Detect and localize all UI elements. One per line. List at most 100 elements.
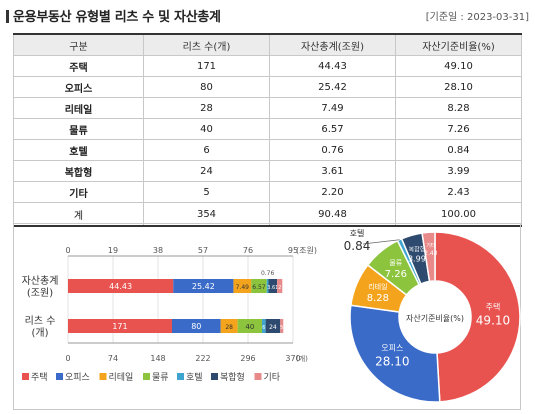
bar-value-label: 0.76 <box>261 270 275 277</box>
donut-slice-name: 리테일 <box>368 282 387 291</box>
bar-segment <box>265 319 281 333</box>
donut-center-label: 자산기준비율(%) <box>406 313 464 323</box>
top-tick-label: 95 <box>288 246 298 255</box>
donut-slice <box>434 231 521 403</box>
bar-segment <box>261 319 266 333</box>
table-header-row: 구분 리츠 수(개) 자산총계(조원) 자산기준비율(%) <box>13 33 522 56</box>
bar-row-unit-label: (개) <box>31 327 48 339</box>
legend-label: 호텔 <box>186 371 203 383</box>
donut-leader-line <box>362 239 400 245</box>
page-header: 운용부동산 유형별 리츠 수 및 자산총계 [기준일 : 2023-03-31] <box>6 6 529 26</box>
bar-row-unit-label: (조원) <box>27 287 53 299</box>
top-axis-unit: (조원) <box>296 246 317 255</box>
donut-slice-name: 기타 <box>426 242 436 249</box>
bar-value-label: 6 <box>262 325 265 331</box>
donut-slice-value: 0.84 <box>344 239 371 253</box>
legend-swatch <box>56 373 63 380</box>
title-marker <box>6 10 9 23</box>
legend-label: 기타 <box>264 372 281 383</box>
row-ratio: 100.00 <box>395 202 522 227</box>
row-category: 계 <box>13 202 144 227</box>
row-assets: 90.48 <box>269 202 396 227</box>
bar-segment <box>268 279 278 293</box>
bar-value-label: 171 <box>112 322 127 331</box>
bar-segment <box>237 319 262 333</box>
bottom-tick-label: 0 <box>65 354 70 363</box>
bar-segment <box>173 279 234 293</box>
top-tick-label: 38 <box>153 246 163 255</box>
bottom-tick-label: 296 <box>240 354 255 363</box>
page-title: 운용부동산 유형별 리츠 수 및 자산총계 <box>6 6 221 25</box>
table-row: 호텔 6 0.76 0.84 <box>13 139 522 161</box>
donut-slice-name: 복합형 <box>409 246 426 254</box>
bar-segment <box>277 279 283 293</box>
donut-slice-name: 물류 <box>389 259 402 267</box>
header-assets: 자산총계(조원) <box>269 33 396 56</box>
top-tick-label: 0 <box>65 246 70 255</box>
bar-segment <box>171 319 221 333</box>
reits-table: 구분 리츠 수(개) 자산총계(조원) 자산기준비율(%) 주택 171 44.43… <box>13 33 522 227</box>
donut-slice <box>349 304 441 403</box>
table-row: 주택 171 44.43 49.10 <box>13 55 522 77</box>
bar-value-label: 80 <box>191 322 201 331</box>
bar-value-label: 5 <box>280 325 283 331</box>
row-ratio: 2.43 <box>395 181 522 203</box>
bar-segment <box>233 279 252 293</box>
donut-slice-value: 2.43 <box>424 250 438 257</box>
donut-slice-name: 호텔 <box>350 229 365 238</box>
bar-value-label: 6.57 <box>252 284 266 291</box>
bar-segment <box>251 279 267 293</box>
bottom-tick-label: 148 <box>150 354 165 363</box>
bar-value-label: 28 <box>225 324 233 331</box>
donut-slice-name: 오피스 <box>381 343 403 352</box>
top-tick-label: 76 <box>243 246 253 255</box>
legend-swatch <box>177 373 184 380</box>
bar-segment <box>68 319 172 333</box>
bar-value-label: 2 <box>278 285 281 291</box>
table-row: 복합형 24 3.61 3.99 <box>13 160 522 182</box>
donut-slice <box>421 231 436 283</box>
bar-value-label: 40 <box>245 323 254 331</box>
reference-date: [기준일 : 2023-03-31] <box>425 12 529 23</box>
bottom-tick-label: 74 <box>108 354 118 363</box>
legend-label: 오피스 <box>65 372 90 383</box>
bottom-axis-unit: (개) <box>296 354 308 363</box>
bar-row-label: 리츠 수 <box>25 315 56 327</box>
table-row: 기타 5 2.20 2.43 <box>13 181 522 203</box>
donut-slice-name: 주택 <box>486 301 501 311</box>
bar-segment <box>68 279 174 293</box>
header-ratio: 자산기준비율(%) <box>395 33 522 56</box>
bar-value-label: 24 <box>269 324 277 331</box>
legend-label: 주택 <box>31 372 48 383</box>
bar-value-label: 25.42 <box>192 282 215 291</box>
table-row: 물류 40 6.57 7.26 <box>13 118 522 140</box>
row-count: 354 <box>143 202 270 227</box>
donut-slice-value: 49.10 <box>476 313 510 327</box>
bottom-tick-label: 222 <box>195 354 210 363</box>
donut-slice-value: 3.99 <box>408 255 426 264</box>
legend-label: 물류 <box>152 372 169 383</box>
donut-slice-value: 28.10 <box>375 354 409 368</box>
donut-slice-value: 8.28 <box>367 293 389 304</box>
bar-value-label: 7.49 <box>236 284 250 291</box>
bar-segment <box>266 279 269 293</box>
legend-swatch <box>254 373 262 380</box>
legend-swatch <box>99 373 107 380</box>
donut-slice-value: 7.26 <box>385 269 407 280</box>
legend-label: 리테일 <box>109 372 134 383</box>
bar-segment <box>220 319 238 333</box>
top-tick-label: 57 <box>198 246 208 255</box>
table-row: 오피스 80 25.42 28.10 <box>13 76 522 98</box>
legend-label: 복합형 <box>220 372 245 383</box>
bottom-tick-label: 370 <box>285 354 300 363</box>
legend-swatch <box>211 373 218 380</box>
bar-value-label: 3.61 <box>267 285 278 291</box>
top-tick-label: 19 <box>108 246 118 255</box>
bar-row-label: 자산총계 <box>22 275 59 287</box>
table-total-row: 계 354 90.48 100.00 <box>13 202 522 227</box>
bar-segment <box>280 319 284 333</box>
page-title-text: 운용부동산 유형별 리츠 수 및 자산총계 <box>13 10 221 25</box>
bar-value-label: 44.43 <box>109 282 132 291</box>
legend-swatch <box>143 373 150 380</box>
